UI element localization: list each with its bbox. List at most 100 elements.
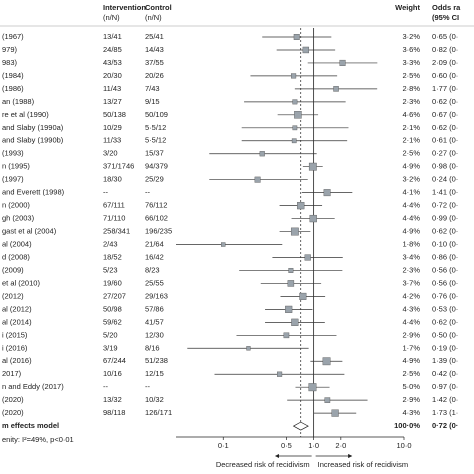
odds-ratio: 0·76 (0· (432, 291, 458, 300)
control-count: 8/23 (145, 265, 160, 274)
intervention-count: 13/32 (103, 395, 122, 404)
header: (n/N) (145, 13, 162, 22)
odds-ratio: 0·98 (0· (432, 162, 458, 171)
odds-ratio: 1·39 (0· (432, 356, 458, 365)
weight: 4·9% (402, 162, 420, 171)
control-count: 9/15 (145, 97, 160, 106)
control-count: 14/43 (145, 45, 164, 54)
weight: 4·1% (402, 188, 420, 197)
intervention-count: 50/98 (103, 304, 122, 313)
x-tick-label: 2·0 (335, 441, 346, 450)
estimate-box (324, 397, 331, 403)
estimate-box (323, 189, 331, 197)
weight: 2·1% (402, 136, 420, 145)
estimate-box (287, 280, 295, 287)
estimate-box (277, 371, 283, 377)
weight: 4·6% (402, 110, 420, 119)
intervention-count: 11/43 (103, 84, 121, 93)
odds-ratio: 0·65 (0· (432, 32, 458, 41)
control-count: 41/57 (145, 317, 164, 326)
weight: 2·9% (402, 395, 420, 404)
study-name: (1997) (2, 175, 24, 184)
weight: 3·2% (402, 175, 420, 184)
intervention-count: 371/1746 (103, 162, 134, 171)
study-name: n (1995) (2, 162, 30, 171)
header: Odds ra (432, 3, 461, 12)
control-count: 5·5/12 (145, 136, 166, 145)
intervention-count: 2/43 (103, 240, 118, 249)
control-count: 25/29 (145, 175, 164, 184)
intervention-count: 71/110 (103, 214, 125, 223)
weight: 5·0% (402, 382, 420, 391)
study-name: 983) (2, 58, 18, 67)
control-count: 5·5/12 (145, 123, 166, 132)
control-count: 8/16 (145, 343, 160, 352)
control-count: 57/86 (145, 304, 164, 313)
study-name: and Slaby (1990a) (2, 123, 64, 132)
intervention-count: 20/30 (103, 71, 122, 80)
weight: 3·7% (402, 278, 420, 287)
x-tick-label: 0·5 (281, 441, 292, 450)
estimate-box (292, 99, 298, 105)
intervention-count: 27/207 (103, 291, 126, 300)
estimate-box (304, 254, 311, 261)
study-name: (2012) (2, 291, 24, 300)
study-name: 979) (2, 45, 18, 54)
weight: 4·9% (402, 227, 420, 236)
control-count: 50/109 (145, 110, 168, 119)
odds-ratio: 0·56 (0· (432, 265, 458, 274)
weight: 2·9% (402, 330, 420, 339)
odds-ratio: 1·41 (0· (432, 188, 458, 197)
odds-ratio: 0·97 (0· (432, 382, 458, 391)
odds-ratio: 0·99 (0· (432, 214, 458, 223)
control-count: 25/41 (145, 32, 164, 41)
control-count: 66/102 (145, 214, 168, 223)
study-name: m effects model (2, 421, 59, 430)
weight: 4·2% (402, 291, 420, 300)
weight: 2·5% (402, 369, 420, 378)
weight: 4·9% (402, 356, 420, 365)
intervention-count: 98/118 (103, 408, 125, 417)
odds-ratio: 0·19 (0· (432, 343, 458, 352)
study-name: al (2004) (2, 240, 32, 249)
estimate-box (293, 34, 300, 40)
odds-ratio: 0·60 (0· (432, 71, 458, 80)
estimate-box (302, 46, 310, 54)
intervention-count: -- (103, 382, 108, 391)
intervention-count: 5/20 (103, 330, 118, 339)
study-name: and Slaby (1990b) (2, 136, 64, 145)
odds-ratio: 0·67 (0· (432, 110, 458, 119)
left-arrow-label: Decreased risk of recidivism (216, 460, 310, 469)
study-name: 2017) (2, 369, 22, 378)
intervention-count: -- (103, 188, 108, 197)
header: Weight (395, 3, 420, 12)
study-name: and Everett (1998) (2, 188, 65, 197)
study-name: al (2014) (2, 317, 32, 326)
estimate-box (221, 242, 226, 247)
odds-ratio: 0·42 (0· (432, 369, 458, 378)
control-count: 37/55 (145, 58, 164, 67)
estimate-box (285, 305, 293, 313)
study-name: gh (2003) (2, 214, 35, 223)
estimate-box (331, 409, 339, 417)
intervention-count: 43/53 (103, 58, 122, 67)
intervention-count: 5/23 (103, 265, 118, 274)
control-count: 196/235 (145, 227, 172, 236)
control-count: 29/163 (145, 291, 168, 300)
weight: 1·7% (402, 343, 420, 352)
study-name: al (2016) (2, 356, 32, 365)
control-count: 51/238 (145, 356, 168, 365)
control-count: 10/32 (145, 395, 164, 404)
study-name: (1986) (2, 84, 24, 93)
estimate-box (294, 111, 302, 119)
intervention-count: 18/30 (103, 175, 122, 184)
estimate-box (288, 267, 294, 273)
estimate-box (297, 201, 305, 210)
odds-ratio: 1·73 (1· (432, 408, 458, 417)
control-count: 16/42 (145, 252, 164, 261)
weight: 1·8% (402, 240, 420, 249)
control-count: -- (145, 382, 150, 391)
study-name: (2020) (2, 395, 24, 404)
x-tick-label: 1·0 (308, 441, 319, 450)
odds-ratio: 0·56 (0· (432, 278, 458, 287)
